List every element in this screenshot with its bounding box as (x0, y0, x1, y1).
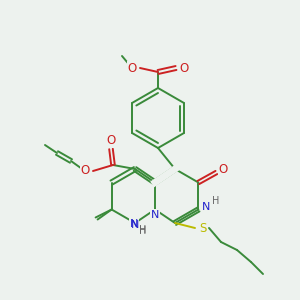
Text: H: H (139, 226, 147, 236)
Text: S: S (199, 221, 207, 235)
Text: O: O (80, 164, 90, 178)
Text: O: O (128, 61, 136, 74)
Text: N: N (131, 220, 139, 230)
Text: O: O (219, 163, 228, 176)
Text: O: O (179, 61, 189, 74)
Text: N: N (130, 219, 138, 229)
Text: N: N (202, 202, 211, 212)
Text: N: N (151, 209, 159, 220)
Text: H: H (139, 225, 147, 235)
Text: H: H (212, 196, 219, 206)
Text: O: O (106, 134, 116, 148)
